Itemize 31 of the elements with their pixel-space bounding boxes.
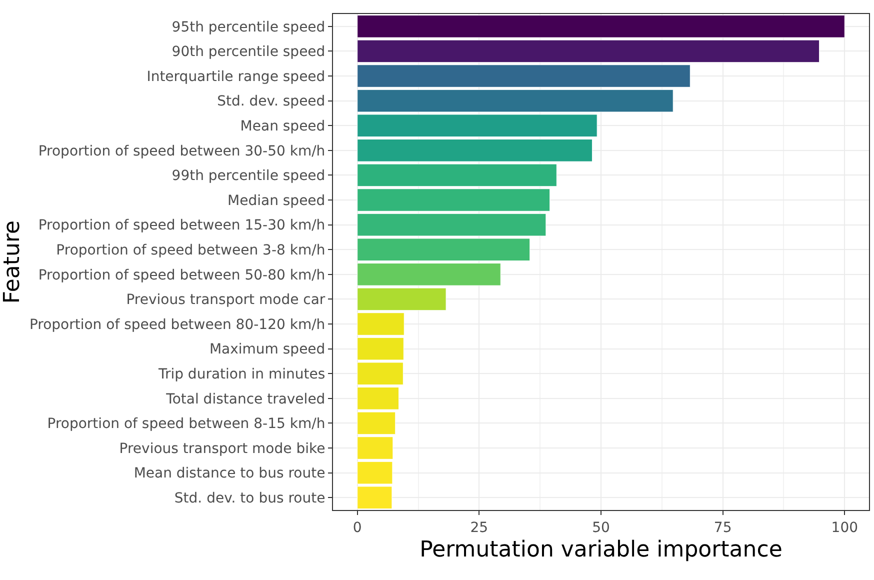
y-axis-title: Feature	[0, 220, 25, 304]
y-tick-label: Proportion of speed between 50-80 km/h	[38, 267, 326, 284]
x-tick-label: 75	[714, 520, 732, 536]
y-tick-label: Previous transport mode car	[126, 292, 326, 308]
y-tick-label: Std. dev. speed	[217, 94, 326, 110]
y-tick-label: Proportion of speed between 80-120 km/h	[29, 316, 326, 333]
y-tick-label: Mean speed	[240, 118, 326, 134]
y-tick-label: Median speed	[228, 192, 326, 209]
y-tick-label: 99th percentile speed	[172, 168, 326, 184]
y-tick-label: Maximum speed	[209, 342, 326, 358]
bar	[357, 64, 690, 88]
y-tick-label: Mean distance to bus route	[134, 466, 326, 482]
y-tick-label: Std. dev. to bus route	[174, 490, 326, 506]
bar	[357, 436, 394, 460]
y-tick-label: Proportion of speed between 8-15 km/h	[47, 416, 326, 432]
y-tick-label: Trip duration in minutes	[157, 366, 326, 382]
y-tick-label: Proportion of speed between 3-8 km/h	[56, 242, 326, 258]
bar	[357, 188, 550, 212]
y-tick-label: Proportion of speed between 30-50 km/h	[38, 143, 326, 160]
y-tick-label: Proportion of speed between 15-30 km/h	[38, 218, 326, 234]
x-tick-label: 100	[831, 520, 858, 536]
y-tick-label: 95th percentile speed	[172, 19, 326, 36]
y-tick-label: Previous transport mode bike	[119, 440, 326, 457]
x-tick-label: 0	[352, 520, 362, 536]
y-tick-label: 90th percentile speed	[172, 44, 326, 60]
y-tick-label: Interquartile range speed	[146, 68, 326, 85]
bar	[357, 312, 404, 336]
x-tick-label: 50	[592, 520, 610, 536]
x-axis-title: Permutation variable importance	[420, 538, 782, 563]
y-tick-label: Total distance traveled	[165, 391, 326, 408]
x-tick-label: 25	[470, 520, 488, 536]
